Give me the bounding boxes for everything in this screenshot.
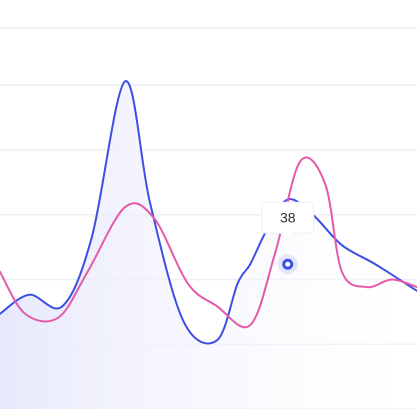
series-areas (0, 81, 417, 409)
series-a-line (0, 80, 417, 345)
highlight-point[interactable] (282, 258, 294, 270)
series-b-line (0, 156, 417, 329)
highlight-marker[interactable]: 38 (261, 201, 315, 275)
tooltip-value: 38 (280, 210, 296, 226)
series-a-area (0, 81, 417, 409)
tooltip-pointer (282, 232, 293, 239)
series-lines (0, 80, 417, 345)
